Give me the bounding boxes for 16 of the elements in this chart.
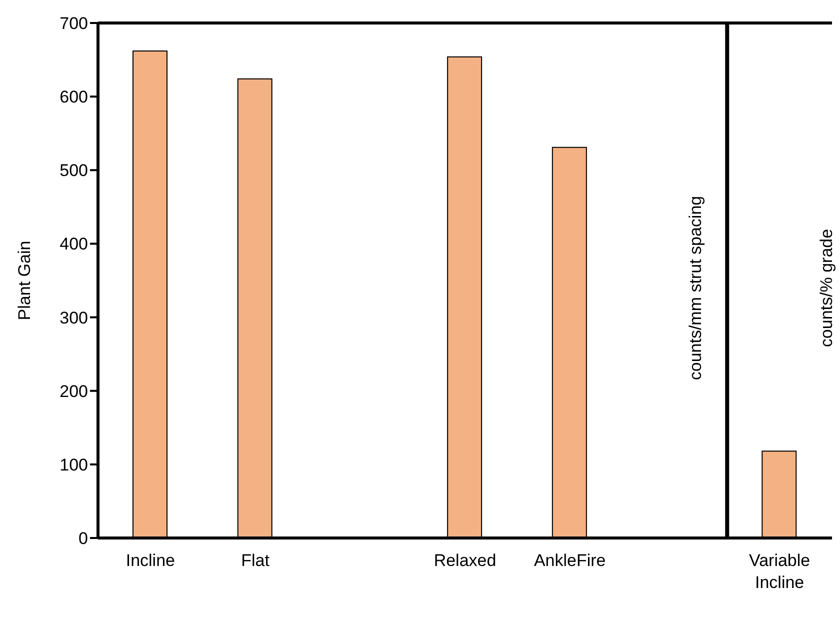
y-tick-label: 600 xyxy=(60,88,88,107)
y-tick-label: 400 xyxy=(60,234,88,254)
x-tick-label: Variable Incline xyxy=(749,551,810,592)
x-tick-label: Relaxed xyxy=(434,551,496,570)
y-tick-label: 700 xyxy=(60,14,88,34)
annotation: counts/% grade xyxy=(816,228,837,348)
x-tick-label: AnkleFire xyxy=(534,551,606,570)
x-tick-label: Flat xyxy=(241,551,270,570)
x-tick-label: Incline xyxy=(126,551,175,570)
y-axis-title: Plant Gain xyxy=(15,240,34,320)
annotation: counts/mm strut spacing xyxy=(686,196,706,380)
y-tick-label: 0 xyxy=(78,529,88,548)
y-tick-label: 500 xyxy=(60,161,88,180)
y-tick-label: 200 xyxy=(60,382,88,401)
y-tick-label: 100 xyxy=(60,455,88,474)
y-tick-label: 300 xyxy=(60,308,88,328)
